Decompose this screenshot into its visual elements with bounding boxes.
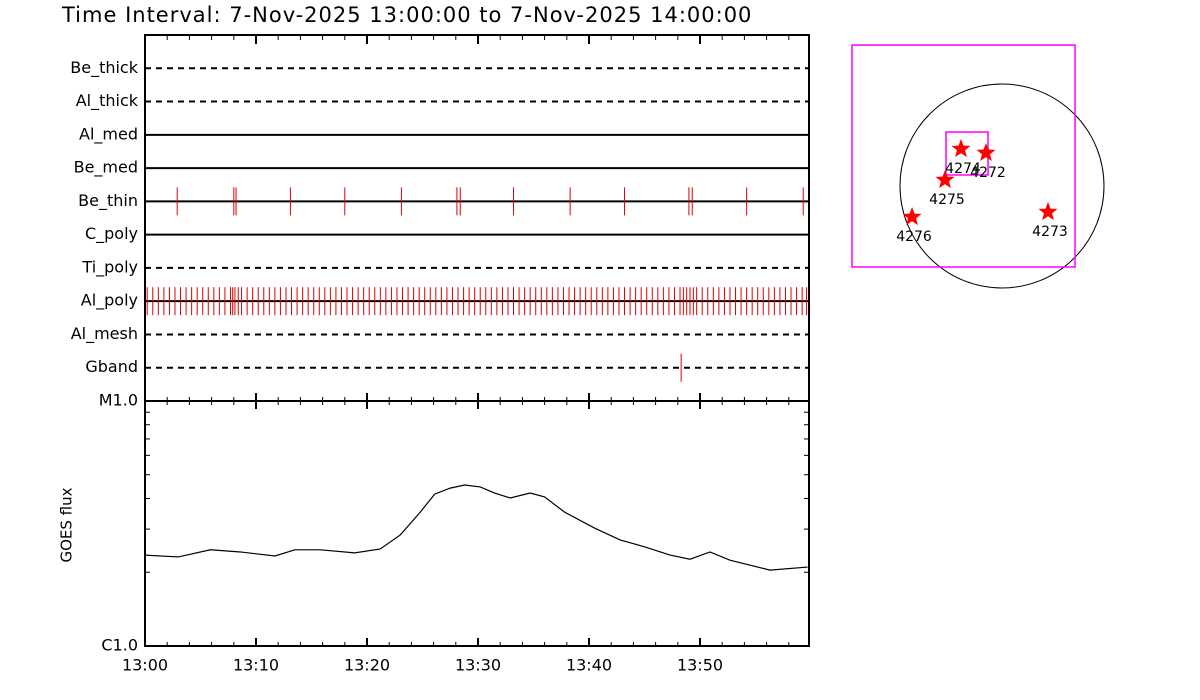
row-label: Gband: [85, 357, 138, 376]
solar-disk: [899, 83, 1105, 289]
row-label: Al_med: [79, 124, 138, 144]
y-axis-label: GOES flux: [58, 487, 76, 562]
row-label: Be_med: [74, 158, 138, 178]
active-region: [902, 207, 922, 226]
active-region: [951, 138, 971, 158]
chart-title: Time Interval: 7-Nov-2025 13:00:00 to 7-…: [61, 3, 752, 27]
y-tick-label: C1.0: [101, 636, 138, 655]
active-region: [1038, 202, 1058, 221]
row-label: Be_thick: [70, 58, 138, 78]
x-tick-label: 13:40: [566, 656, 612, 675]
row-label: Al_thick: [76, 91, 139, 111]
region-label: 4273: [1032, 224, 1068, 240]
row-label: C_poly: [85, 224, 138, 244]
row-label: Ti_poly: [81, 257, 138, 277]
fov-box: [851, 44, 1076, 268]
region-label: 4275: [929, 192, 965, 208]
row-label: Be_thin: [78, 191, 138, 211]
goes-curve: [144, 484, 808, 571]
region-label: 4276: [896, 229, 932, 245]
x-tick-label: 13:30: [455, 656, 501, 675]
x-tick-label: 13:50: [677, 656, 723, 675]
region-label: 4272: [970, 165, 1006, 181]
y-tick-label: M1.0: [99, 391, 138, 410]
x-tick-label: 13:20: [344, 656, 390, 675]
x-tick-label: 13:00: [122, 656, 168, 675]
active-region: [976, 142, 996, 162]
row-label: Al_mesh: [71, 324, 138, 344]
active-region: [935, 169, 955, 189]
row-label: Al_poly: [81, 291, 138, 311]
region-label: 4274: [945, 161, 981, 177]
x-tick-label: 13:10: [233, 656, 279, 675]
